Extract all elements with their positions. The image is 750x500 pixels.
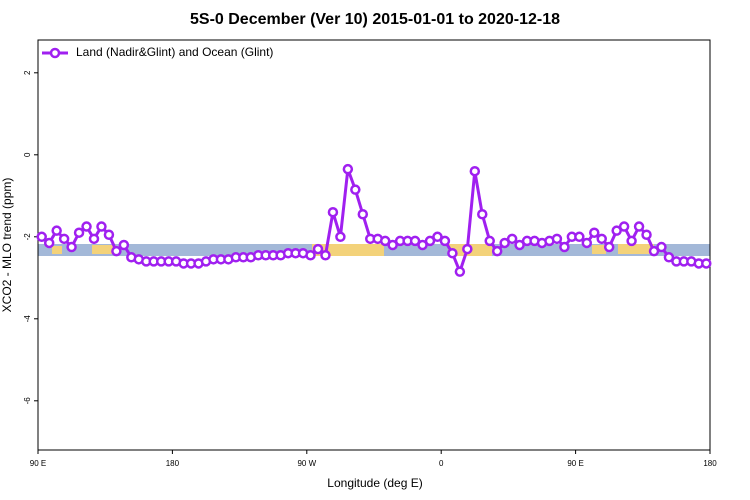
y-tick-label: -2 (23, 233, 32, 241)
data-point (58, 233, 70, 245)
data-point (648, 245, 660, 257)
x-tick-label: 0 (439, 459, 444, 468)
data-point (701, 258, 712, 269)
data-point (603, 241, 615, 253)
data-point (477, 209, 488, 220)
data-point (484, 235, 495, 247)
data-point (387, 239, 398, 251)
data-point (611, 225, 622, 236)
y-tick-label: 2 (23, 70, 32, 75)
y-axis-label: XCO2 - MLO trend (ppm) (0, 178, 14, 313)
data-point (574, 231, 585, 243)
x-axis-label: Longitude (deg E) (327, 476, 422, 490)
data-point (51, 225, 62, 236)
data-point (424, 235, 436, 247)
legend-marker (49, 47, 61, 59)
data-point (641, 229, 652, 240)
data-point (379, 235, 391, 247)
data-point (36, 231, 47, 243)
data-point (357, 209, 369, 220)
data-point (417, 239, 428, 251)
data-point (506, 233, 518, 245)
y-tick-label: 0 (23, 152, 32, 157)
data-point (96, 221, 107, 232)
data-point (454, 266, 466, 277)
x-tick-label: 90 E (567, 459, 583, 468)
y-tick-label: -6 (23, 397, 32, 405)
data-point (656, 241, 667, 253)
x-tick-label: 90 E (30, 459, 46, 468)
data-point (469, 165, 481, 177)
land-patch (592, 245, 606, 254)
data-point (581, 237, 593, 249)
data-point (350, 184, 361, 195)
land-patch (618, 244, 654, 254)
data-point (118, 239, 130, 251)
data-point (88, 233, 100, 245)
plot-frame (37, 39, 711, 451)
data-point (491, 245, 503, 257)
data-point (499, 237, 510, 249)
data-point (559, 241, 570, 253)
data-point (335, 231, 346, 243)
data-point (626, 235, 637, 247)
land-patch (92, 245, 116, 254)
data-point (618, 221, 630, 232)
data-point (551, 233, 563, 245)
data-point (111, 245, 122, 257)
chart-title: 5S-0 December (Ver 10) 2015-01-01 to 202… (190, 11, 560, 28)
x-tick-label: 90 W (297, 459, 316, 468)
data-point (327, 206, 339, 218)
data-point (462, 243, 473, 255)
data-point (589, 227, 600, 238)
x-tick-label: 180 (166, 459, 180, 468)
data-point (312, 243, 324, 255)
data-point (103, 229, 115, 240)
x-tick-label: 180 (703, 459, 717, 468)
data-point (432, 231, 443, 243)
data-point (633, 221, 645, 232)
data-point (663, 252, 675, 263)
legend-label: Land (Nadir&Glint) and Ocean (Glint) (76, 45, 273, 59)
data-point (342, 163, 354, 175)
data-point (81, 221, 92, 232)
data-point (66, 241, 77, 253)
data-point (439, 235, 451, 247)
data-point (43, 237, 55, 249)
data-point (514, 239, 525, 251)
data-point (409, 235, 421, 247)
data-point (305, 250, 316, 261)
land-patch (52, 246, 62, 254)
data-point (447, 247, 458, 259)
data-point (596, 233, 607, 245)
data-point (320, 250, 331, 261)
data-point (73, 227, 85, 238)
y-tick-label: -4 (23, 315, 32, 323)
